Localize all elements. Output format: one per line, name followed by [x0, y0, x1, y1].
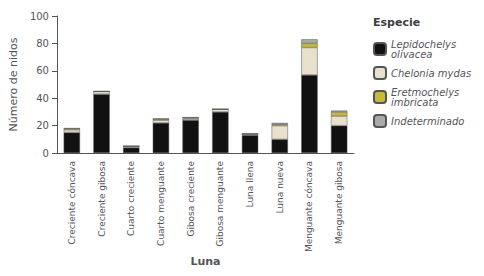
svg-text:60: 60	[36, 65, 49, 76]
svg-text:Indeterminado: Indeterminado	[391, 116, 464, 127]
svg-text:Especie: Especie	[373, 16, 420, 29]
svg-text:Luna nueva: Luna nueva	[275, 161, 285, 213]
svg-text:20: 20	[36, 120, 49, 131]
svg-text:Número de nidos: Número de nidos	[7, 37, 20, 131]
svg-text:Luna: Luna	[190, 255, 220, 268]
svg-text:Menguante gibosa: Menguante gibosa	[334, 161, 344, 244]
svg-text:olivacea: olivacea	[391, 49, 433, 60]
svg-text:0: 0	[43, 148, 49, 159]
svg-text:Eretmochelys: Eretmochelys	[391, 86, 460, 98]
svg-text:Cuarto creciente: Cuarto creciente	[126, 161, 136, 236]
svg-text:Creciente cóncava: Creciente cóncava	[67, 161, 77, 244]
svg-text:Gibosa creciente: Gibosa creciente	[186, 161, 196, 237]
svg-text:80: 80	[36, 38, 49, 49]
svg-text:40: 40	[36, 93, 49, 104]
svg-text:Luna llena: Luna llena	[245, 161, 255, 207]
svg-text:Creciente gibosa: Creciente gibosa	[97, 161, 107, 237]
svg-text:Chelonia mydas: Chelonia mydas	[391, 68, 471, 79]
svg-text:Lepidochelys: Lepidochelys	[391, 38, 457, 50]
svg-text:100: 100	[30, 11, 49, 22]
svg-text:Cuarto menguante: Cuarto menguante	[156, 161, 166, 246]
svg-text:Menguante cóncava: Menguante cóncava	[304, 161, 314, 252]
svg-text:Gibosa menguante: Gibosa menguante	[215, 161, 225, 247]
svg-text:imbricata: imbricata	[391, 97, 438, 108]
